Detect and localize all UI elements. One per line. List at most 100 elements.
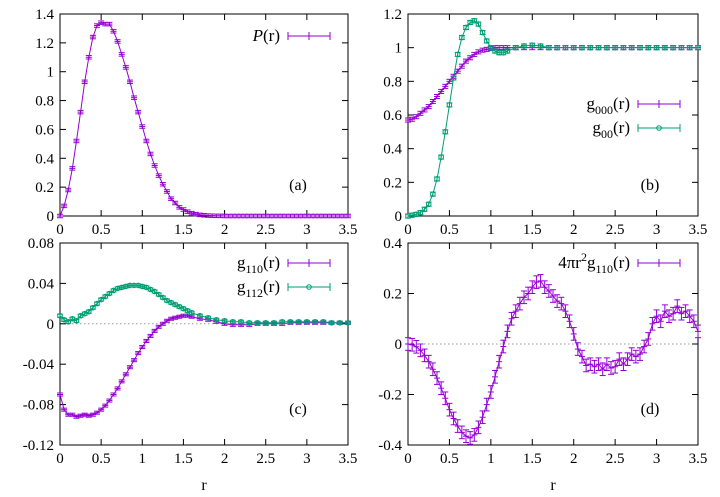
- legend-sample: [637, 259, 681, 267]
- legend-marker: [656, 125, 662, 131]
- data-point: [430, 191, 436, 197]
- y-tick-label: 1.2: [383, 7, 402, 23]
- data-point: [312, 318, 318, 325]
- legend-sample: [637, 100, 681, 108]
- panel-c: 0 0.5 1 1.5 2 2.5 3 3.5 -0.12 -0.08 -0.04 0 0.04 0.08…: [23, 236, 358, 494]
- x-tick-label: 2: [570, 222, 578, 238]
- data-point: [537, 43, 544, 49]
- x-tick-label: 1: [487, 451, 495, 467]
- data-point: [188, 309, 195, 316]
- y-tick-label: 0.2: [383, 175, 402, 191]
- data-point: [562, 44, 569, 51]
- data-point: [612, 44, 618, 51]
- data-point: [438, 154, 444, 160]
- panel-label: (d): [641, 401, 660, 418]
- y-tick-label: 1: [395, 41, 403, 57]
- y-tick-label: 0.04: [28, 276, 55, 292]
- legend-label: g000(r): [587, 94, 630, 117]
- x-axis-label: r: [201, 477, 207, 494]
- data-point: [221, 317, 228, 324]
- legend-sample: [637, 124, 681, 132]
- data-point: [645, 44, 652, 51]
- y-tick-label: 0.8: [383, 74, 402, 90]
- y-tick-label: 0.6: [35, 122, 54, 138]
- x-tick-label: 2.5: [256, 222, 275, 238]
- data-point: [155, 291, 162, 298]
- data-point: [479, 29, 486, 36]
- data-point: [446, 102, 453, 108]
- legend-label: 4πr2g110(r): [558, 250, 630, 276]
- x-tick-label: 0.5: [440, 222, 459, 238]
- data-point: [512, 44, 519, 51]
- x-axis-label: r: [550, 477, 556, 494]
- data-point: [529, 42, 536, 48]
- data-point: [417, 209, 424, 216]
- data-point: [304, 318, 310, 325]
- y-tick-label: 1.4: [35, 7, 54, 23]
- legend-label: P(r): [252, 26, 280, 45]
- series-g000(r): [405, 45, 701, 123]
- y-tick-label: -0.2: [378, 388, 402, 404]
- data-point: [678, 44, 685, 51]
- data-point: [345, 319, 351, 326]
- x-tick-label: 3: [303, 222, 311, 238]
- data-point: [73, 317, 80, 324]
- data-point: [254, 319, 261, 326]
- data-point: [238, 318, 244, 325]
- x-tick-label: 1.5: [174, 222, 193, 238]
- panel-d: 0 0.5 1 1.5 2 2.5 3 3.5 -0.4 -0.2 0 0.2 0.4 4πr2g110(…: [378, 236, 707, 494]
- data-point: [425, 201, 432, 208]
- data-point: [483, 38, 490, 44]
- data-point: [205, 314, 211, 321]
- y-tick-label: 0.4: [35, 151, 54, 167]
- x-tick-label: 2: [570, 451, 578, 467]
- data-point: [604, 44, 610, 51]
- y-tick-label: -0.12: [23, 438, 54, 454]
- x-tick-label: 0.5: [440, 451, 459, 467]
- y-tick-label: -0.4: [378, 438, 402, 454]
- y-tick-label: 0.6: [383, 108, 402, 124]
- data-point: [230, 318, 236, 325]
- y-tick-label: 0.08: [28, 236, 54, 252]
- y-tick-label: 0.4: [383, 236, 402, 252]
- data-point: [98, 296, 104, 303]
- x-tick-label: 2.5: [606, 451, 625, 467]
- legend-sample: [287, 259, 331, 267]
- data-point: [65, 318, 72, 325]
- data-point: [320, 318, 327, 325]
- y-tick-label: 0.8: [35, 94, 54, 110]
- data-point: [90, 304, 96, 311]
- data-point: [454, 51, 461, 58]
- y-tick-label: 1.2: [35, 36, 54, 52]
- data-point: [628, 44, 635, 51]
- x-tick-label: 2: [221, 222, 229, 238]
- x-tick-label: 3.5: [689, 222, 708, 238]
- data-point: [587, 44, 594, 51]
- x-tick-label: 1: [139, 222, 147, 238]
- data-point: [579, 44, 585, 51]
- x-tick-label: 3.5: [689, 451, 708, 467]
- legend-sample: [287, 32, 331, 40]
- panel-label: (b): [641, 177, 660, 194]
- data-point: [271, 319, 277, 326]
- y-tick-label: 0: [395, 337, 403, 353]
- legend-sample: [287, 283, 331, 291]
- data-point: [459, 34, 465, 41]
- data-point: [546, 44, 552, 51]
- x-tick-label: 0: [404, 451, 412, 467]
- data-point: [471, 17, 478, 24]
- x-tick-label: 1.5: [523, 222, 542, 238]
- data-point: [450, 75, 457, 81]
- legend-label: g00(r): [593, 118, 630, 141]
- data-point: [463, 24, 469, 31]
- data-point: [262, 319, 269, 326]
- data-point: [328, 319, 335, 326]
- data-point: [86, 308, 92, 315]
- y-tick-label: -0.04: [23, 357, 55, 373]
- data-point: [421, 206, 428, 213]
- data-point: [653, 44, 660, 51]
- data-point: [336, 319, 343, 326]
- data-point: [637, 44, 643, 51]
- x-tick-label: 0: [56, 222, 64, 238]
